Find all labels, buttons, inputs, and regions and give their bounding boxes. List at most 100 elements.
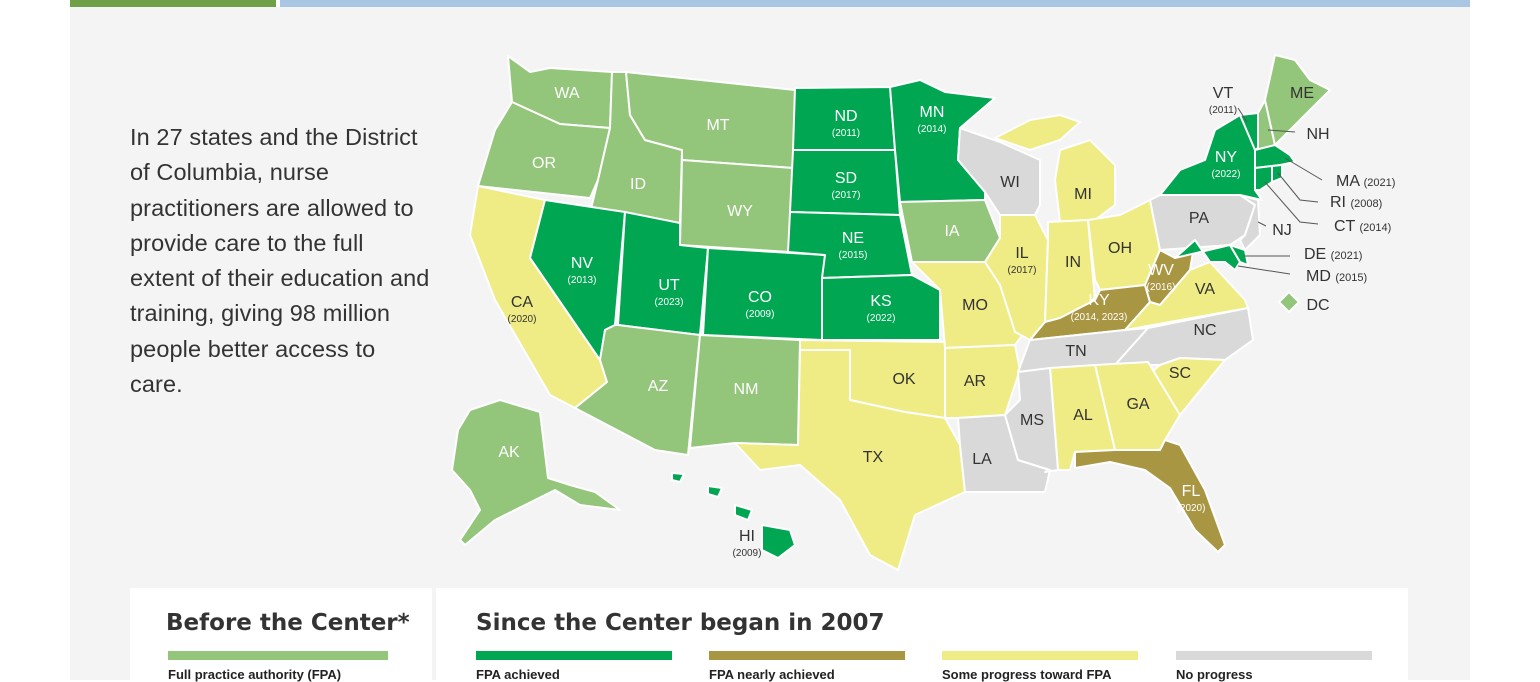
state-year-ne: (2015) (839, 250, 868, 261)
state-label-ga: GA (1126, 396, 1149, 413)
legend-swatch-fpa (168, 651, 388, 660)
state-label-nd: ND (834, 108, 857, 125)
state-label-ri: RI (2008) (1330, 194, 1382, 211)
state-label-nj: NJ (1272, 222, 1292, 239)
state-label-in: IN (1065, 254, 1081, 271)
state-label-nm: NM (734, 381, 759, 398)
leader-line-nj (1257, 221, 1267, 227)
state-label-nh: NH (1306, 126, 1329, 143)
leader-line-nh (1267, 129, 1296, 133)
state-label-or: OR (532, 155, 556, 172)
legend-label-none: No progress (1176, 667, 1253, 682)
state-year-hi: (2009) (733, 548, 762, 559)
state-label-ut: UT (658, 277, 680, 294)
leader-line-ri (1277, 172, 1319, 203)
state-label-va: VA (1195, 281, 1215, 298)
state-label-az: AZ (648, 378, 669, 395)
state-HI-island-4[interactable] (671, 472, 685, 483)
state-IL[interactable] (984, 214, 1049, 341)
leader-line-md (1237, 265, 1291, 275)
state-label-sd: SD (835, 170, 857, 187)
legend-label-nearly: FPA nearly achieved (709, 667, 835, 682)
state-KS[interactable] (821, 274, 941, 341)
state-label-il: IL (1015, 245, 1028, 262)
state-FL[interactable] (1074, 439, 1226, 553)
legend: Before the Center* Since the Center bega… (130, 588, 1408, 682)
state-label-nc: NC (1193, 322, 1216, 339)
state-label-me: ME (1290, 85, 1314, 102)
state-OR[interactable] (477, 101, 611, 199)
state-label-mi: MI (1074, 186, 1092, 203)
state-HI-island-2[interactable] (734, 504, 753, 521)
top-accent-bar-blue (280, 0, 1470, 7)
legend-label-fpa-achieved: FPA achieved (476, 667, 560, 682)
state-label-tx: TX (863, 449, 884, 466)
state-label-pa: PA (1189, 210, 1209, 227)
state-label-dc: DC (1306, 297, 1329, 314)
state-label-ma: MA (2021) (1336, 173, 1395, 190)
legend-swatch-none (1176, 651, 1372, 660)
state-MA[interactable] (1254, 144, 1296, 169)
state-label-al: AL (1073, 407, 1093, 424)
state-year-ny: (2022) (1212, 169, 1241, 180)
state-label-oh: OH (1108, 240, 1132, 257)
state-label-mo: MO (962, 297, 988, 314)
state-label-wy: WY (727, 203, 753, 220)
state-label-fl: FL (1182, 483, 1201, 500)
state-DC[interactable] (1278, 291, 1300, 313)
state-label-wa: WA (554, 85, 580, 102)
state-CT[interactable] (1254, 165, 1273, 191)
state-year-ut: (2023) (655, 297, 684, 308)
state-label-ky: KY (1088, 292, 1110, 309)
state-TX[interactable] (734, 349, 966, 571)
legend-label-some: Some progress toward FPA (942, 667, 1112, 682)
intro-text: In 27 states and the District of Columbi… (130, 124, 430, 398)
state-label-ne: NE (842, 230, 864, 247)
state-year-mn: (2014) (918, 124, 947, 135)
legend-swatch-fpa-achieved (476, 651, 672, 660)
state-label-tn: TN (1065, 343, 1086, 360)
state-label-nv: NV (571, 255, 594, 272)
state-ME[interactable] (1264, 54, 1331, 146)
state-label-ia: IA (944, 223, 959, 240)
state-label-la: LA (972, 451, 992, 468)
legend-swatch-nearly (709, 651, 905, 660)
state-label-wv: WV (1148, 262, 1174, 279)
state-year-ks: (2022) (867, 313, 896, 324)
leader-line-vt (1237, 107, 1248, 123)
legend-before-title: Before the Center* (166, 610, 410, 636)
legend-since-title: Since the Center began in 2007 (476, 610, 885, 636)
state-label-ok: OK (892, 371, 915, 388)
state-label-ca: CA (511, 294, 534, 311)
state-HI-island-3[interactable] (707, 485, 723, 498)
state-MI-UP[interactable] (994, 114, 1081, 151)
state-label-mn: MN (920, 104, 945, 121)
legend-separator (432, 588, 436, 680)
state-HI[interactable] (761, 524, 796, 559)
state-year-co: (2009) (746, 309, 775, 320)
legend-label-fpa: Full practice authority (FPA) (168, 667, 342, 682)
state-label-ct: CT (2014) (1334, 218, 1391, 235)
leader-line-ma (1284, 157, 1323, 181)
state-year-il: (2017) (1008, 265, 1037, 276)
state-label-ms: MS (1020, 412, 1044, 429)
state-DE[interactable] (1229, 244, 1249, 266)
state-label-de: DE (2021) (1304, 246, 1362, 263)
state-MS[interactable] (1004, 367, 1059, 473)
state-label-vt: VT (1213, 85, 1234, 102)
state-VA[interactable] (1124, 261, 1249, 331)
state-year-nv: (2013) (568, 275, 597, 286)
state-MI[interactable] (1054, 139, 1116, 223)
state-year-nd: (2011) (832, 128, 860, 139)
state-RI[interactable] (1271, 164, 1283, 183)
state-year-wv: (2016) (1147, 282, 1176, 293)
state-label-ks: KS (870, 293, 891, 310)
state-label-id: ID (630, 176, 646, 193)
state-labels: WA OR ID MT WY CA (2020) NV (2013) UT (2023) AZ CO (2… (498, 85, 1395, 559)
state-label-co: CO (748, 289, 772, 306)
state-AK[interactable] (451, 399, 621, 546)
state-year-sd: (2017) (832, 190, 861, 201)
state-NJ[interactable] (1239, 194, 1261, 251)
legend-swatch-some (942, 651, 1138, 660)
leader-line-ct (1264, 181, 1319, 225)
